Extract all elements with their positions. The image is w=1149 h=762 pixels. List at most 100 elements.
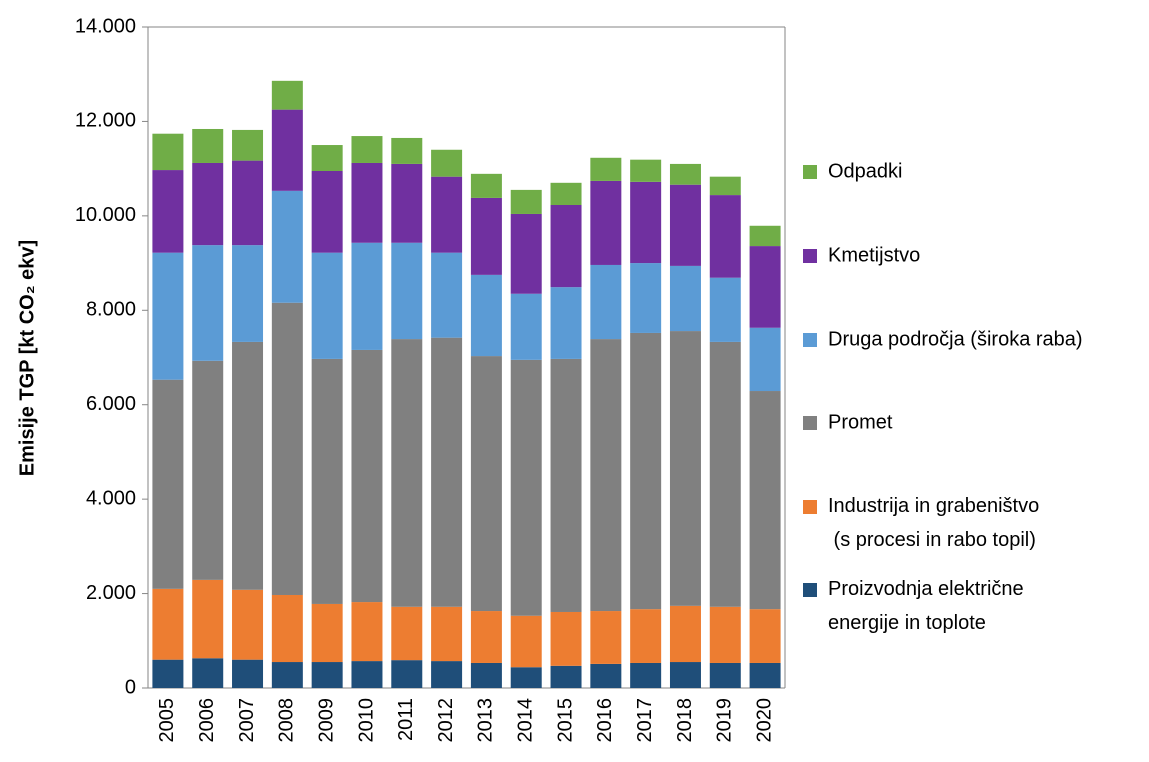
bar-segment [192,360,224,580]
bar-segment [749,609,781,663]
bar-segment [391,242,423,340]
bar-segment [470,611,502,663]
bar-segment [431,337,463,607]
bar-segment [510,615,542,668]
bar-segment [351,602,383,662]
legend-label: Druga področja (široka raba) [828,328,1083,350]
bar-segment [232,341,264,590]
x-tick-label: 2007 [236,698,258,743]
bar-segment [590,663,622,688]
bar-segment [709,176,741,196]
x-tick-label: 2005 [156,698,178,743]
y-tick-label: 6.000 [86,393,136,415]
bar-segment [630,181,662,264]
y-tick-label: 8.000 [86,299,136,321]
bar-segment [550,611,582,666]
bar-segment [709,195,741,278]
bar-segment [431,149,463,177]
bar-segment [311,603,343,663]
bar-segment [271,109,303,191]
legend-swatch [803,249,817,263]
bar-segment [152,170,184,253]
x-tick-label: 2006 [196,698,218,743]
y-tick-label: 2.000 [86,582,136,604]
y-tick-label: 12.000 [75,110,136,132]
bar-segment [232,589,264,660]
legend-swatch [803,416,817,430]
bar-segment [749,662,781,688]
bar-segment [470,197,502,275]
bar-segment [431,252,463,338]
bar-segment [669,331,701,606]
y-tick-label: 14.000 [75,15,136,37]
bar-segment [351,242,383,350]
bar-segment [630,609,662,663]
bar-segment [391,339,423,607]
bar-segment [749,327,781,392]
bar-segment [192,579,224,659]
bar-segment [431,176,463,253]
legend-label: Kmetijstvo [828,244,920,266]
bar-segment [550,287,582,359]
bar-segment [311,252,343,359]
bar-segment [152,588,184,660]
legend-label: Industrija in grabeništvo (s procesi in … [828,495,1039,551]
x-tick-label: 2015 [554,698,576,743]
bar-segment [630,263,662,333]
bar-segment [232,245,264,342]
bar-segment [590,611,622,664]
bar-segment [391,163,423,243]
y-tick-label: 4.000 [86,487,136,509]
bar-segment [391,137,423,164]
bar-segment [550,182,582,205]
bar-segment [351,136,383,163]
x-tick-label: 2018 [674,698,696,743]
bar-segment [590,157,622,181]
x-tick-label: 2019 [714,698,736,743]
legend-swatch [803,165,817,179]
bar-segment [510,213,542,294]
bar-segment [590,339,622,612]
bar-segment [550,665,582,688]
bar-segment [510,293,542,360]
x-tick-label: 2017 [634,698,656,743]
bar-segment [232,129,264,161]
x-tick-label: 2020 [753,698,775,743]
x-tick-label: 2009 [315,698,337,743]
y-axis-label: Emisije TGP [kt CO₂ ekv] [16,240,38,476]
bar-segment [669,605,701,663]
x-tick-label: 2008 [276,698,298,743]
y-tick-label: 10.000 [75,204,136,226]
bar-segment [749,246,781,328]
bar-segment [271,302,303,595]
x-tick-label: 2016 [594,698,616,743]
bar-segment [311,662,343,688]
bar-segment [351,162,383,243]
bar-segment [749,391,781,610]
bar-segment [311,358,343,604]
bar-segment [669,163,701,185]
bar-segment [311,145,343,172]
bar-segment [192,128,224,163]
x-tick-label: 2014 [515,698,537,743]
bar-segment [630,159,662,182]
bar-segment [709,277,741,342]
bar-segment [630,332,662,610]
bar-segment [232,659,264,688]
bar-segment [709,341,741,607]
bar-segment [271,594,303,663]
bar-segment [510,667,542,688]
legend-label: Promet [828,411,893,433]
bar-segment [311,171,343,253]
bar-segment [550,204,582,288]
bar-segment [709,662,741,688]
bar-segment [192,245,224,361]
bar-segment [351,661,383,688]
x-tick-label: 2013 [475,698,497,743]
bar-segment [470,662,502,688]
y-tick-label: 0 [125,676,136,698]
x-tick-label: 2010 [355,698,377,743]
bar-segment [709,606,741,663]
legend-swatch [803,500,817,514]
bar-segment [152,133,184,171]
